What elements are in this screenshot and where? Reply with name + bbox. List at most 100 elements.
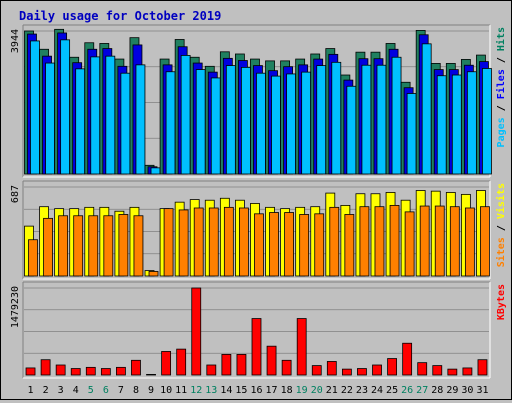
bar-pages-day-4 — [75, 68, 86, 175]
bar-kbytes-day-2 — [40, 359, 51, 376]
bar-sites-day-23 — [359, 206, 370, 277]
bar-kbytes-day-31 — [477, 359, 488, 376]
bar-pages-day-13 — [210, 77, 221, 175]
x-tick-label-day-9: 9 — [148, 385, 154, 396]
bar-sites-day-22 — [344, 214, 355, 277]
bar-sites-day-7 — [118, 214, 129, 277]
bar-sites-day-31 — [480, 206, 490, 277]
bar-sites-day-4 — [73, 215, 84, 277]
x-tick-label-day-20: 20 — [311, 385, 323, 396]
bar-sites-day-8 — [133, 215, 144, 277]
bar-pages-day-30 — [466, 71, 477, 175]
legend-top: Pages / Files / Hits — [495, 27, 507, 147]
legend-entry: Files — [495, 69, 507, 99]
x-tick-label-day-24: 24 — [371, 385, 383, 396]
bar-sites-day-20 — [314, 213, 325, 277]
bar-kbytes-day-14 — [221, 354, 232, 376]
x-tick-label-day-14: 14 — [220, 385, 232, 396]
bar-pages-day-23 — [361, 64, 372, 175]
bar-pages-day-15 — [240, 67, 251, 175]
bar-sites-day-15 — [238, 207, 249, 277]
x-tick-label-day-2: 2 — [43, 385, 49, 396]
bars-bottom — [25, 287, 488, 376]
bar-kbytes-day-9 — [146, 374, 156, 376]
bar-kbytes-day-6 — [100, 368, 111, 376]
bar-kbytes-day-8 — [131, 359, 141, 376]
bar-sites-day-24 — [374, 206, 385, 277]
bar-pages-day-7 — [120, 72, 131, 175]
bar-sites-day-26 — [404, 211, 415, 277]
x-tick-label-day-5: 5 — [88, 385, 94, 396]
bar-pages-day-29 — [451, 74, 462, 175]
x-tick-label-day-22: 22 — [341, 385, 353, 396]
bar-kbytes-day-7 — [116, 366, 126, 376]
bar-pages-day-22 — [346, 85, 357, 175]
bar-sites-day-28 — [434, 205, 445, 277]
bar-kbytes-day-17 — [266, 345, 277, 376]
legend-entry: Pages — [496, 117, 507, 147]
x-tick-label-day-12: 12 — [190, 385, 202, 396]
legend-entry: / — [496, 219, 507, 237]
x-tick-label-day-15: 15 — [235, 385, 247, 396]
bar-kbytes-day-30 — [462, 367, 473, 376]
x-tick-label-day-31: 31 — [476, 385, 488, 396]
bar-sites-day-25 — [389, 204, 400, 277]
bar-sites-day-18 — [284, 212, 295, 277]
bar-pages-day-1 — [30, 40, 40, 175]
x-tick-label-day-3: 3 — [58, 385, 64, 396]
bar-pages-day-17 — [271, 75, 281, 175]
legend-entry: KBytes — [496, 284, 507, 320]
x-tick-label-day-29: 29 — [446, 385, 458, 396]
x-tick-label-day-4: 4 — [73, 385, 79, 396]
bar-sites-day-9 — [148, 271, 159, 277]
bar-pages-day-21 — [331, 61, 342, 175]
bar-sites-day-19 — [299, 214, 310, 277]
bar-pages-day-18 — [286, 73, 297, 175]
x-tick-label-day-26: 26 — [401, 385, 413, 396]
bar-sites-day-3 — [58, 215, 69, 277]
bar-pages-day-25 — [391, 56, 402, 175]
bar-sites-day-12 — [193, 207, 204, 277]
x-tick-label-day-13: 13 — [205, 385, 217, 396]
x-tick-label-day-23: 23 — [356, 385, 368, 396]
panel-top: 3944 Pages / Files / Hits — [10, 24, 507, 178]
bar-kbytes-day-27 — [417, 362, 428, 376]
bar-sites-day-2 — [43, 217, 53, 277]
bar-pages-day-2 — [45, 62, 55, 175]
bar-kbytes-day-24 — [372, 364, 382, 376]
x-tick-label-day-18: 18 — [281, 385, 293, 396]
x-tick-label-day-10: 10 — [160, 385, 172, 396]
bar-pages-day-24 — [376, 64, 387, 175]
bar-pages-day-12 — [195, 69, 206, 175]
bar-kbytes-day-22 — [341, 368, 352, 376]
bar-kbytes-day-15 — [236, 354, 247, 376]
bar-kbytes-day-11 — [176, 348, 187, 376]
bars-top — [24, 28, 492, 175]
bar-sites-day-11 — [178, 209, 189, 277]
legend-bottom: KBytes — [496, 284, 507, 320]
bar-pages-day-19 — [301, 71, 312, 175]
x-tick-label-day-19: 19 — [296, 385, 308, 396]
bar-kbytes-day-4 — [70, 368, 81, 376]
bar-pages-day-8 — [135, 64, 146, 175]
bar-pages-day-3 — [60, 39, 71, 175]
bar-pages-day-31 — [482, 68, 492, 175]
bar-pages-day-10 — [165, 71, 176, 175]
x-tick-label-day-28: 28 — [431, 385, 443, 396]
bar-kbytes-day-28 — [432, 365, 443, 376]
bars-middle — [24, 190, 490, 277]
bar-kbytes-day-23 — [357, 368, 367, 376]
legend-entry: Sites — [495, 237, 507, 267]
legend-entry: Visits — [495, 183, 507, 219]
bar-sites-day-21 — [329, 206, 340, 277]
legend-middle: Sites / Visits — [495, 183, 507, 267]
bar-sites-day-13 — [208, 207, 219, 277]
bar-kbytes-day-13 — [206, 364, 217, 376]
y-max-label: 687 — [10, 185, 21, 203]
bar-pages-day-6 — [105, 55, 116, 175]
x-tick-label-day-7: 7 — [118, 385, 124, 396]
y-max-label: 1479230 — [10, 286, 21, 328]
bar-sites-day-10 — [163, 208, 174, 277]
bar-pages-day-20 — [316, 65, 327, 175]
